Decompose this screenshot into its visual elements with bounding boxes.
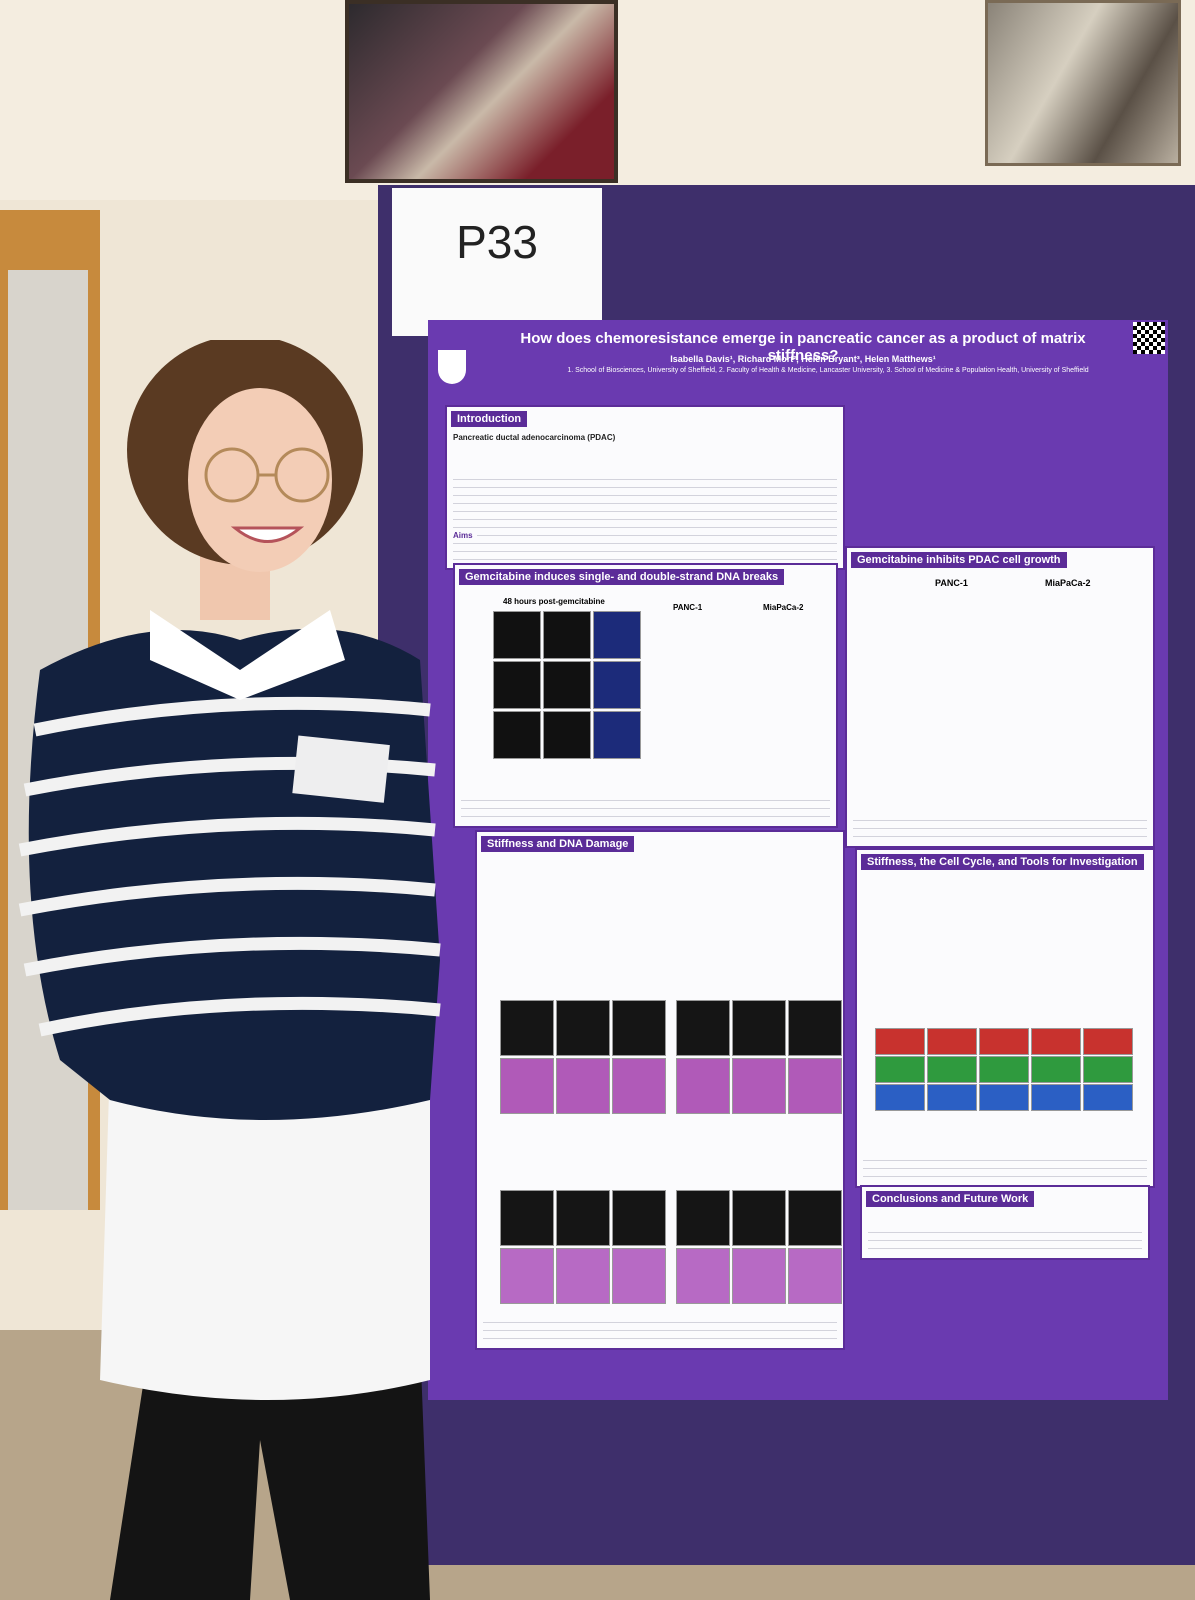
micrograph [732, 1058, 786, 1114]
micrograph [788, 1190, 842, 1246]
micrograph [1083, 1056, 1133, 1083]
poster-affiliations: 1. School of Biosciences, University of … [567, 367, 1089, 374]
micrograph [875, 1056, 925, 1083]
micrograph [788, 1248, 842, 1304]
trousers [110, 1340, 430, 1600]
body-text [863, 1156, 1147, 1180]
micrograph [788, 1058, 842, 1114]
poster-section: Stiffness, the Cell Cycle, and Tools for… [855, 848, 1155, 1188]
micrograph [927, 1056, 977, 1083]
aims-heading: Aims [453, 531, 477, 540]
figure-label: PANC-1 [935, 578, 968, 588]
micrograph [676, 1000, 730, 1056]
section-heading: Gemcitabine inhibits PDAC cell growth [851, 552, 1067, 568]
figure-label: PANC-1 [673, 603, 703, 612]
qr-code [1133, 322, 1165, 354]
body-text [461, 796, 830, 820]
micrograph [593, 661, 641, 709]
board-label-card [392, 188, 602, 336]
university-logo [438, 350, 466, 384]
micrograph [676, 1058, 730, 1114]
micrograph [612, 1248, 666, 1304]
intro-subheading: Pancreatic ductal adenocarcinoma (PDAC) [453, 433, 616, 442]
micrograph [1031, 1084, 1081, 1111]
micrograph [1083, 1028, 1133, 1055]
figure-label: MiaPaCa-2 [1045, 578, 1091, 588]
poster-section: Stiffness and DNA Damage [475, 830, 845, 1350]
section-heading: Stiffness, the Cell Cycle, and Tools for… [861, 854, 1144, 870]
micrograph [500, 1190, 554, 1246]
micrograph [979, 1028, 1029, 1055]
micrograph [543, 661, 591, 709]
micrograph [732, 1248, 786, 1304]
micrograph [927, 1084, 977, 1111]
face [188, 388, 332, 572]
person [18, 340, 441, 1600]
micrograph [500, 1248, 554, 1304]
board-label: P33 [456, 216, 538, 268]
poster-section: Conclusions and Future Work [860, 1185, 1150, 1260]
micrograph [979, 1084, 1029, 1111]
micrograph [612, 1000, 666, 1056]
poster-section: Introduction Pancreatic ductal adenocarci… [445, 405, 845, 570]
sweater-stripes [18, 696, 441, 1037]
micrograph [1083, 1084, 1133, 1111]
micrograph [676, 1248, 730, 1304]
smile [230, 526, 305, 543]
shirt [100, 1060, 430, 1400]
poster-section: Gemcitabine inhibits PDAC cell growth PAN… [845, 546, 1155, 848]
micrograph [493, 611, 541, 659]
micrograph [927, 1028, 977, 1055]
poster-authors: Isabella Davis¹, Richard Mort², Helen Br… [670, 354, 936, 364]
micrograph [556, 1248, 610, 1304]
body-text [483, 1318, 837, 1342]
body-text [853, 816, 1147, 840]
micrograph [500, 1058, 554, 1114]
poster-section: Gemcitabine induces single- and double-s… [453, 563, 838, 828]
micrograph [612, 1190, 666, 1246]
painting [985, 0, 1181, 166]
micrograph [979, 1056, 1029, 1083]
micrograph [543, 611, 591, 659]
figure-label: MiaPaCa-2 [763, 603, 804, 612]
micrograph [500, 1000, 554, 1056]
micrograph [493, 711, 541, 759]
micrograph [788, 1000, 842, 1056]
micrograph [612, 1058, 666, 1114]
micrograph [556, 1058, 610, 1114]
micrograph [732, 1190, 786, 1246]
micrograph [493, 661, 541, 709]
micrograph [593, 711, 641, 759]
figure-label: 48 hours post-gemcitabine [503, 597, 605, 606]
micrograph [875, 1084, 925, 1111]
section-heading: Conclusions and Future Work [866, 1191, 1035, 1207]
painting [345, 0, 618, 183]
micrograph [1031, 1028, 1081, 1055]
micrograph [676, 1190, 730, 1246]
body-text [453, 475, 837, 562]
micrograph [556, 1190, 610, 1246]
micrograph [593, 611, 641, 659]
section-heading: Stiffness and DNA Damage [481, 836, 635, 852]
micrograph [543, 711, 591, 759]
section-heading: Introduction [451, 411, 528, 427]
section-heading: Gemcitabine induces single- and double-s… [459, 569, 785, 585]
micrograph [732, 1000, 786, 1056]
collar [150, 610, 345, 700]
name-badge [292, 735, 390, 803]
body-text [868, 1228, 1142, 1252]
micrograph [1031, 1056, 1081, 1083]
poster-title: How does chemoresistance emerge in pancr… [520, 330, 1086, 364]
glasses [204, 447, 330, 503]
micrograph [875, 1028, 925, 1055]
micrograph [556, 1000, 610, 1056]
